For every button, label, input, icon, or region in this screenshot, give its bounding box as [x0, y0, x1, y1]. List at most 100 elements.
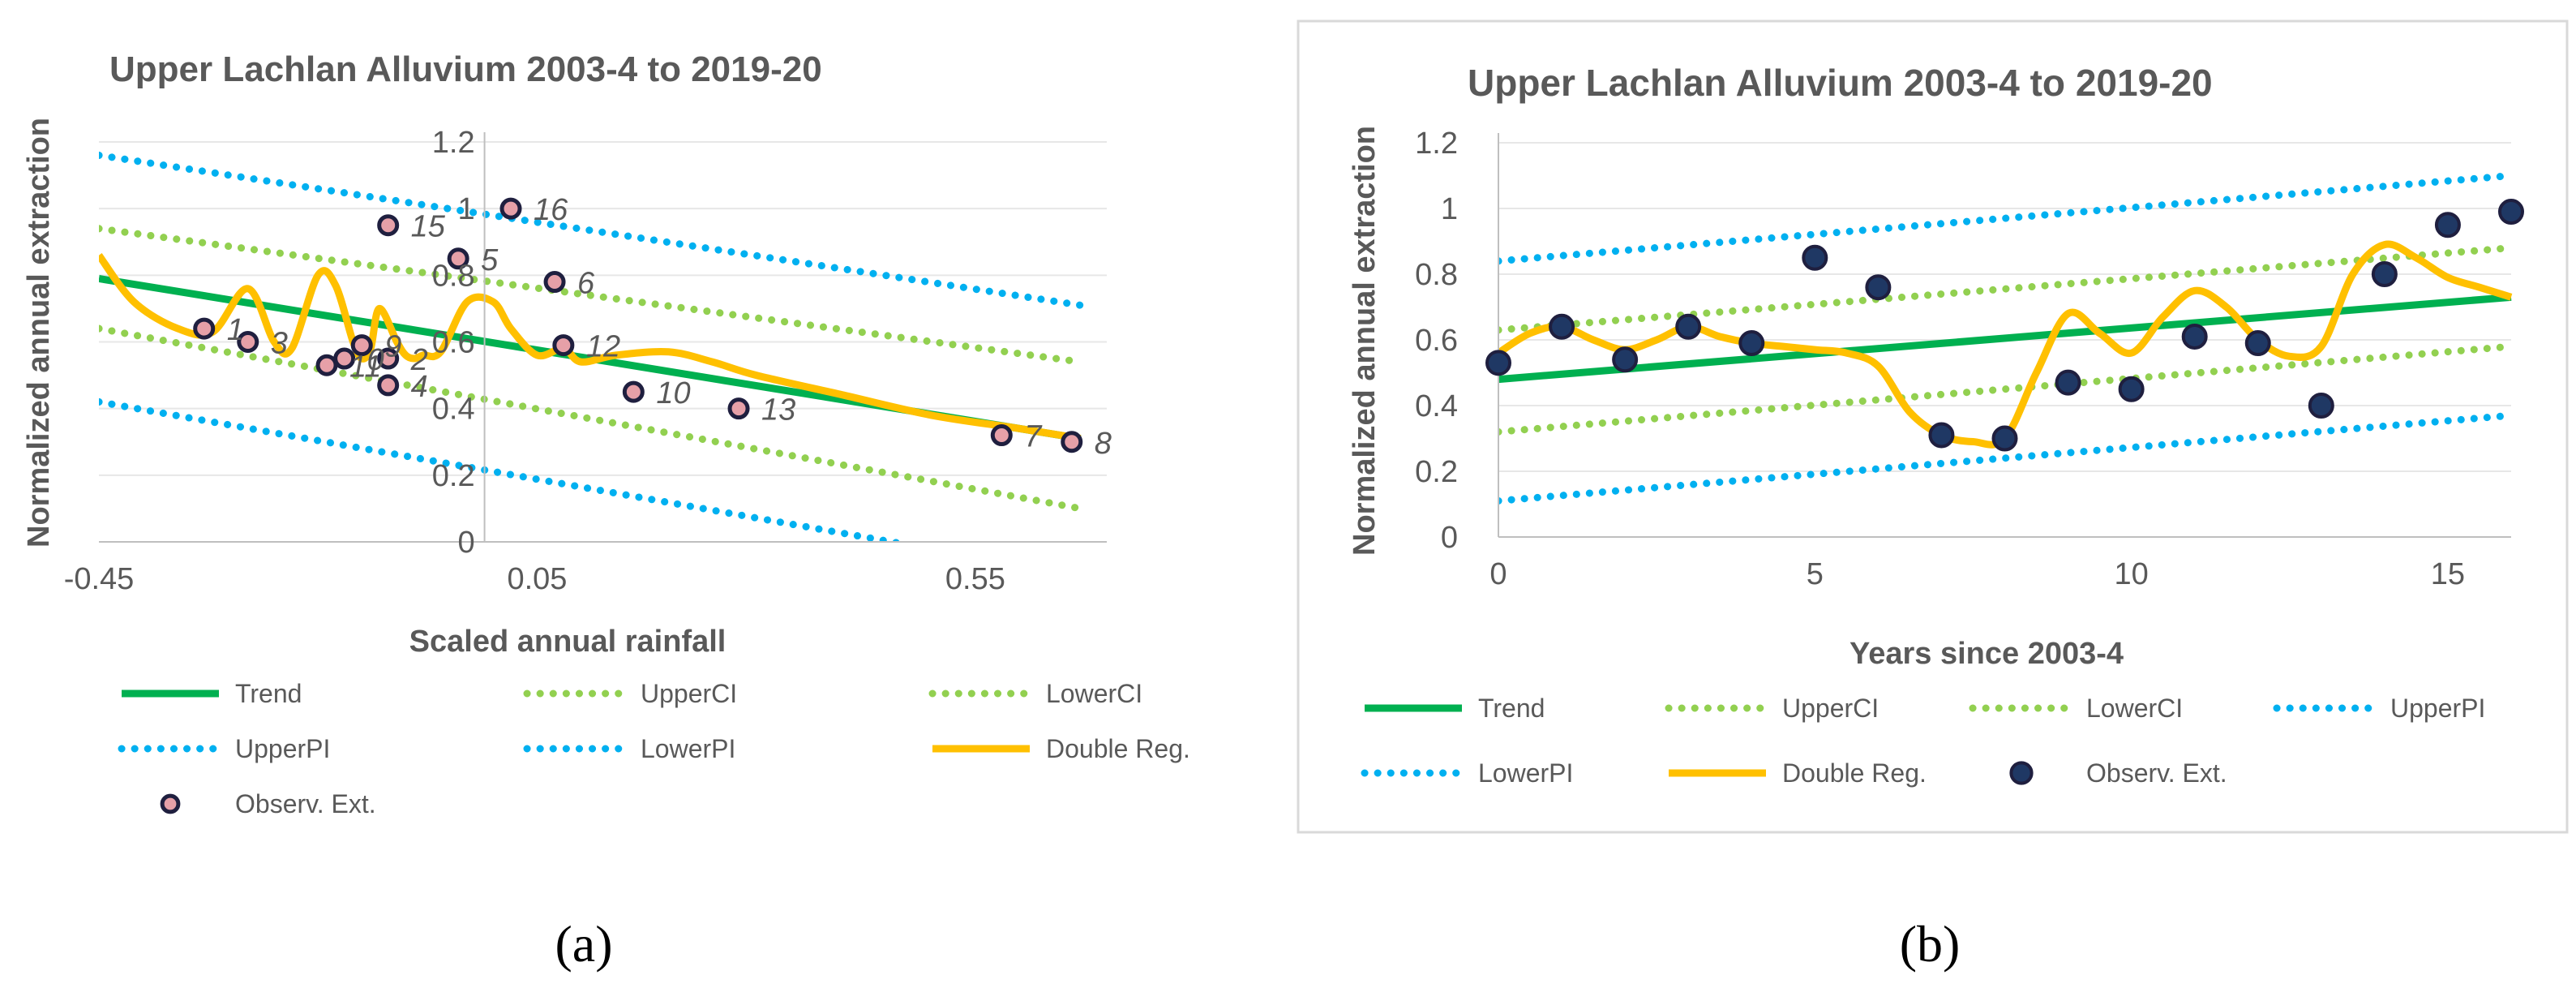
chart-a-axis [99, 132, 1107, 543]
b-point-14 [2371, 261, 2398, 287]
a-point-label-12: 13 [761, 393, 795, 427]
a-point-15 [499, 197, 522, 220]
b-legend-label-0: Trend [1478, 694, 1545, 723]
a-point-label-11: 12 [586, 330, 620, 364]
a-point-label-14: 15 [411, 210, 446, 244]
b-legend-label-2: LowerCI [2086, 694, 2183, 723]
chart-a-title: Upper Lachlan Alluvium 2003-4 to 2019-20 [109, 49, 822, 89]
a-legend-marker-6 [160, 793, 181, 814]
chart-b: Upper Lachlan Alluvium 2003-4 to 2019-20… [1348, 62, 2524, 788]
b-legend-item-5: Double Reg. [1669, 758, 1927, 788]
b-ytick-6: 1.2 [1415, 127, 1458, 161]
chart-a-ylabel: Normalized annual extraction [22, 118, 56, 548]
a-xtick-0: -0.45 [64, 562, 135, 596]
b-ytick-3: 0.6 [1415, 324, 1458, 358]
b-point-15 [2434, 212, 2461, 238]
b-trend-line [1498, 293, 2512, 384]
b-point-12 [2244, 330, 2271, 357]
a-point-label-1: 1 [227, 313, 244, 347]
a-upperpi-line [99, 151, 1085, 309]
a-legend-label-4: LowerPI [641, 734, 735, 763]
a-point-13 [377, 374, 400, 397]
a-legend-item-0: Trend [122, 679, 302, 708]
a-point-label-4: 5 [481, 243, 499, 277]
a-ytick-5: 1 [457, 192, 474, 226]
a-lowerpi-line [99, 397, 913, 542]
b-lowerci-line [1498, 342, 2515, 436]
b-point-9 [2055, 369, 2081, 396]
b-point-10 [2118, 376, 2145, 402]
a-point-7 [1061, 431, 1083, 453]
b-legend-label-1: UpperCI [1782, 694, 1879, 723]
a-xtick-2: 0.55 [945, 562, 1005, 596]
chart-a-legend: Trend UpperCI LowerCI UpperPI LowerPI Double … [118, 679, 1190, 818]
chart-b-points [1485, 199, 2524, 452]
b-ytick-0: 0 [1441, 521, 1458, 555]
a-ytick-0: 0 [457, 526, 474, 560]
b-lowerpi-line [1498, 411, 2515, 505]
a-point-12 [727, 397, 750, 420]
a-legend-label-0: Trend [235, 679, 302, 708]
chart-b-title: Upper Lachlan Alluvium 2003-4 to 2019-20 [1468, 62, 2213, 104]
chart-a-ticks: 0 0.2 0.4 0.6 0.8 1 1.2 -0.45 0.05 0.55 [64, 126, 1005, 596]
b-xtick-3: 15 [2431, 557, 2465, 591]
b-point-16 [2498, 199, 2524, 226]
b-point-13 [2308, 393, 2334, 419]
a-point-8 [350, 334, 373, 357]
a-legend-item-5: Double Reg. [932, 734, 1190, 763]
a-point-label-9: 10 [656, 376, 690, 410]
b-point-7 [1928, 422, 1955, 449]
b-point-2 [1612, 346, 1639, 373]
a-point-2 [377, 347, 400, 370]
a-ytick-4: 0.8 [432, 259, 475, 293]
a-legend-item-3: UpperPI [118, 734, 330, 763]
caption-a: (a) [555, 915, 612, 973]
a-point-11 [552, 334, 575, 357]
a-ytick-3: 0.6 [432, 326, 475, 360]
a-legend-label-6: Observ. Ext. [235, 789, 376, 818]
b-legend-label-6: Observ. Ext. [2086, 758, 2227, 788]
a-point-9 [622, 380, 645, 403]
b-xtick-2: 10 [2114, 557, 2148, 591]
chart-b-xlabel: Years since 2003-4 [1849, 637, 2124, 671]
chart-b-axis [1498, 133, 2511, 538]
chart-a-gridlines [99, 141, 1107, 543]
a-point-4 [447, 247, 469, 270]
a-point-3 [237, 331, 259, 353]
a-legend-label-3: UpperPI [235, 734, 330, 763]
a-point-label-10: 11 [349, 350, 381, 384]
b-legend-label-5: Double Reg. [1782, 758, 1927, 788]
b-legend-label-4: LowerPI [1478, 758, 1573, 788]
a-point-label-5: 6 [577, 267, 595, 301]
b-upperpi-line [1498, 172, 2515, 265]
caption-b: (b) [1900, 915, 1961, 973]
b-legend-item-3: UpperPI [2273, 694, 2485, 723]
a-point-label-0: 0 [367, 343, 384, 377]
b-ytick-5: 1 [1441, 192, 1458, 226]
a-lowerci-line [99, 324, 1085, 513]
a-legend-item-4: LowerPI [523, 734, 735, 763]
a-point-label-3: 3 [271, 327, 288, 361]
b-legend-item-1: UpperCI [1665, 694, 1879, 723]
b-ytick-4: 0.8 [1415, 258, 1458, 292]
a-point-label-6: 7 [1024, 420, 1043, 454]
a-point-label-13: 4 [411, 370, 428, 404]
b-point-5 [1802, 244, 1828, 271]
a-upperci-line [99, 225, 1085, 366]
a-point-1 [193, 317, 216, 340]
chart-a-xlabel: Scaled annual rainfall [409, 625, 727, 659]
chart-b-lines [1498, 172, 2515, 505]
a-point-label-15: 16 [534, 193, 568, 227]
b-upperci-line [1498, 244, 2515, 334]
b-point-0 [1485, 350, 1511, 376]
a-legend-item-2: LowerCI [928, 679, 1142, 708]
chart-b-legend: Trend UpperCI LowerCI UpperPI LowerPI Double … [1361, 694, 2485, 788]
a-point-5 [543, 271, 566, 294]
b-legend-item-6: Observ. Ext. [2009, 758, 2227, 788]
chart-a-points [193, 197, 1083, 453]
b-ytick-2: 0.4 [1415, 389, 1458, 423]
a-legend-item-1: UpperCI [523, 679, 737, 708]
b-point-11 [2181, 323, 2208, 350]
